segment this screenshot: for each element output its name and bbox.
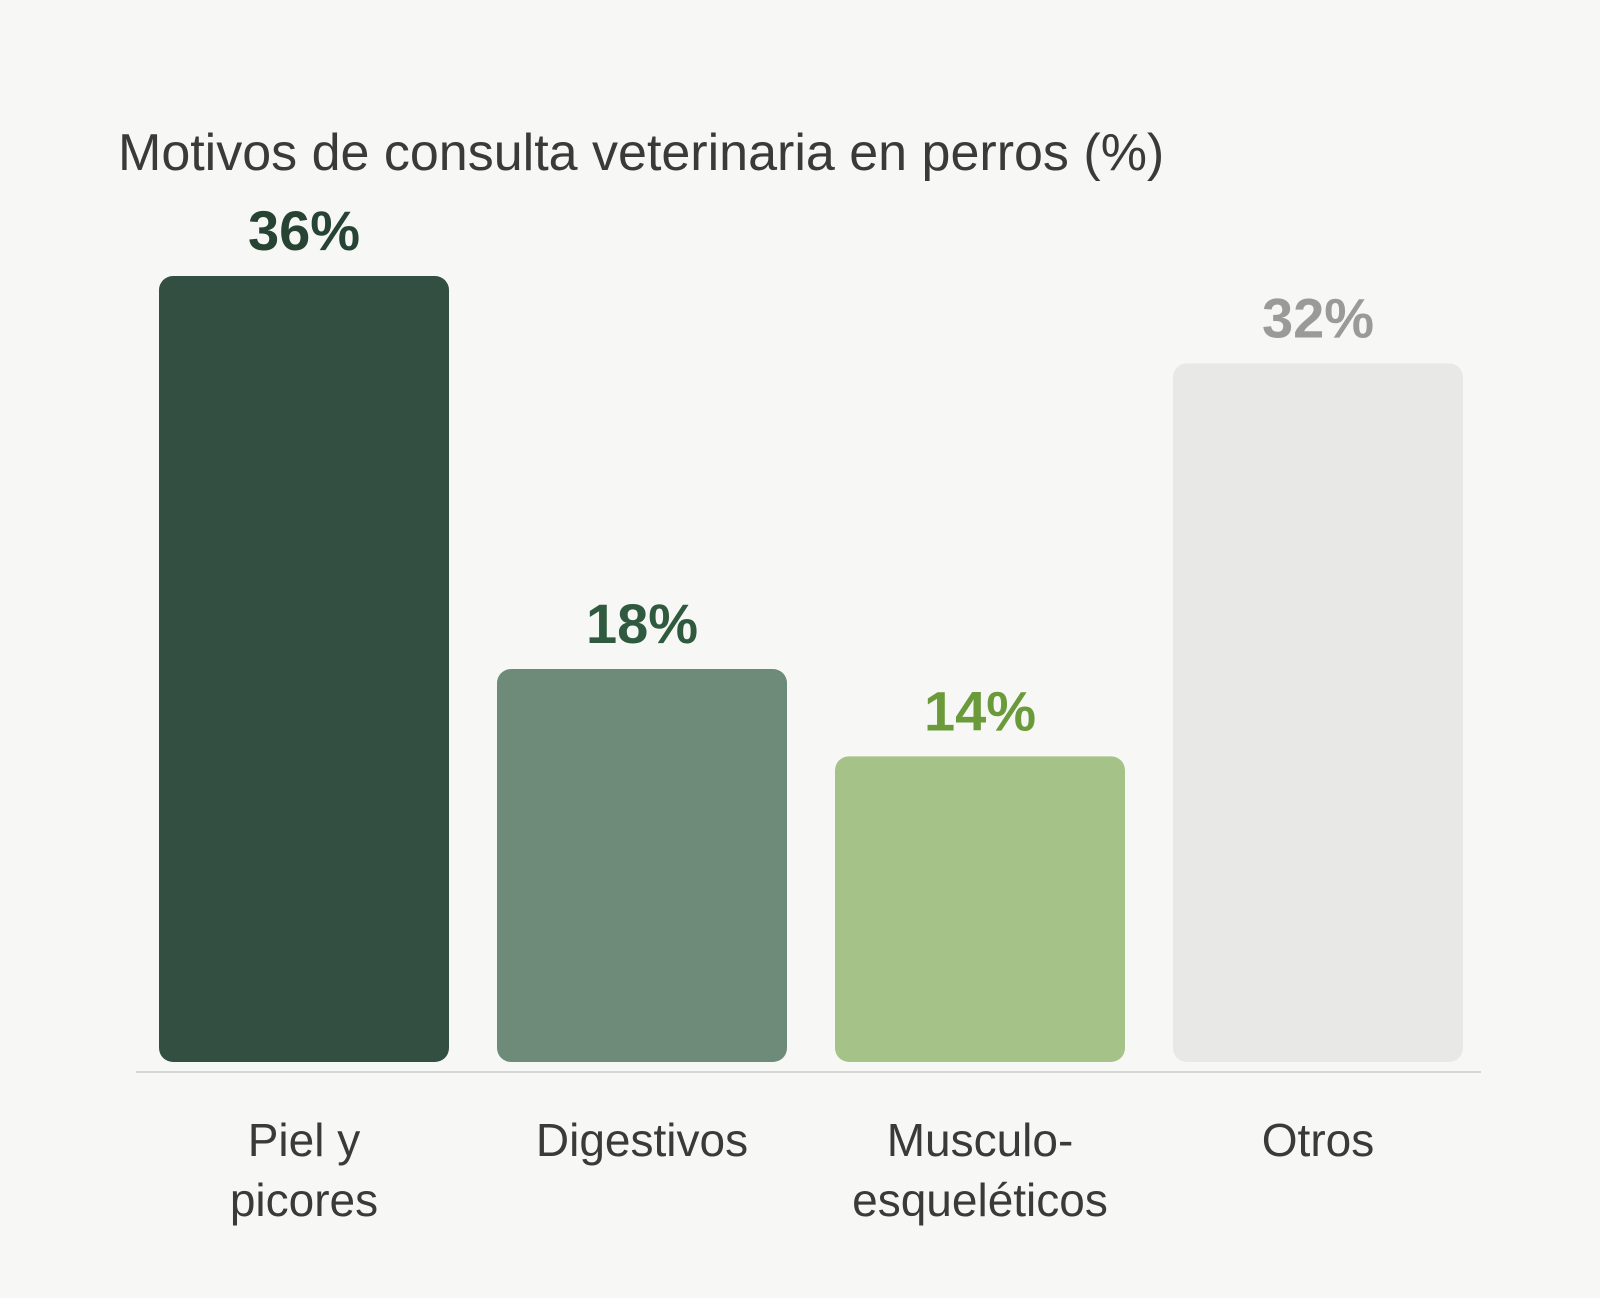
value-label: 18% [586,592,698,655]
bar [835,756,1125,1062]
bar [1173,363,1463,1062]
chart-title: Motivos de consulta veterinaria en perro… [118,124,1164,182]
value-label: 32% [1262,286,1374,349]
bar [497,669,787,1062]
bar [159,276,449,1062]
x-tick-label: Piel y picores [229,1114,379,1226]
x-tick-label: Otros [1261,1114,1375,1166]
x-tick-label: Digestivos [535,1114,749,1166]
x-tick-label: Musculo-esqueléticos [852,1114,1108,1226]
value-label: 14% [924,679,1036,742]
value-label: 36% [248,199,360,262]
